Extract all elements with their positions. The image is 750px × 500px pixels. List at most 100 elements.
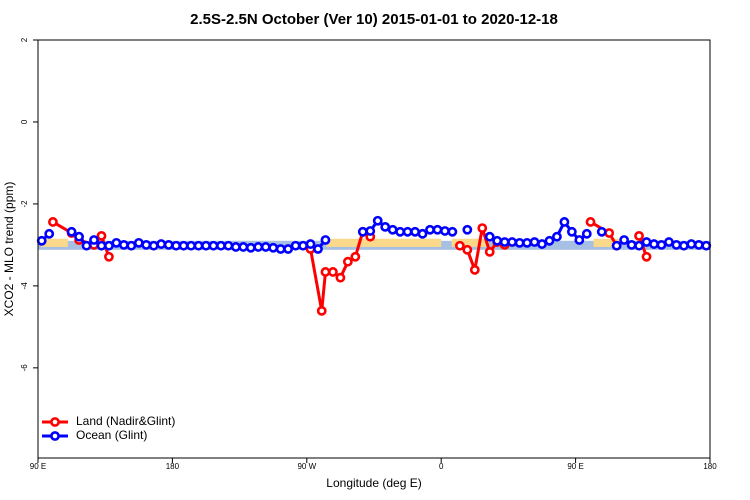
data-point — [298, 240, 308, 251]
data-point — [678, 240, 689, 251]
x-tick-label: 180 — [166, 462, 180, 471]
data-point — [492, 235, 503, 246]
data-point — [365, 226, 376, 236]
y-tick-label: -6 — [20, 364, 29, 372]
data-point — [581, 228, 592, 239]
data-point — [686, 239, 697, 249]
data-point — [171, 240, 182, 251]
data-point — [634, 230, 644, 241]
bands — [38, 238, 710, 250]
data-point — [522, 237, 532, 248]
data-point — [656, 240, 667, 250]
data-point — [574, 235, 585, 245]
data-point — [104, 240, 114, 251]
data-point — [585, 217, 596, 227]
y-tick-label: 2 — [20, 37, 29, 42]
data-point — [619, 235, 630, 245]
data-point — [238, 242, 249, 252]
data-point — [305, 239, 316, 249]
data-point — [316, 305, 327, 316]
data-point — [126, 240, 137, 251]
data-point — [529, 237, 540, 247]
band — [40, 238, 68, 247]
data-point — [48, 217, 58, 227]
data-point — [544, 235, 555, 246]
band — [593, 238, 621, 247]
data-point — [275, 244, 286, 254]
data-point — [402, 226, 413, 237]
data-point — [410, 226, 420, 237]
data-point — [148, 240, 159, 251]
legend-marker — [50, 417, 60, 427]
data-point — [111, 237, 122, 248]
data-point — [89, 235, 99, 245]
data-point — [641, 251, 652, 262]
data-point — [320, 235, 331, 245]
data-point — [425, 224, 435, 235]
data-point — [417, 228, 428, 239]
data-point — [193, 240, 204, 251]
data-point — [559, 217, 570, 227]
data-point — [335, 272, 346, 283]
data-point — [66, 226, 77, 237]
data-point — [566, 226, 577, 237]
x-tick-label: 180 — [703, 462, 717, 471]
data-point — [477, 223, 488, 233]
chart-title: 2.5S-2.5N October (Ver 10) 2015-01-01 to… — [190, 11, 558, 28]
data-point — [596, 226, 607, 237]
data-point — [440, 226, 450, 236]
data-point — [357, 226, 368, 237]
data-point — [156, 239, 167, 249]
data-point — [118, 240, 129, 250]
data-point — [671, 240, 682, 250]
data-point — [469, 264, 480, 275]
y-axis-label: XCO2 - MLO trend (ppm) — [2, 182, 16, 317]
data-point — [178, 240, 189, 251]
plot — [36, 215, 712, 316]
data-point — [96, 230, 107, 241]
band — [326, 238, 442, 247]
data-point — [268, 242, 279, 253]
data-point — [693, 240, 704, 250]
data-point — [604, 228, 615, 238]
data-point — [372, 215, 383, 226]
data-point — [649, 239, 659, 249]
y-tick-label: 0 — [20, 119, 29, 124]
data-point — [313, 244, 323, 254]
data-point — [201, 240, 211, 251]
data-point — [462, 224, 473, 235]
data-point — [350, 251, 361, 262]
x-tick-label: 90 W — [297, 462, 316, 471]
data-point — [245, 242, 256, 253]
data-point — [626, 240, 637, 250]
legend-label: Ocean (Glint) — [76, 428, 147, 442]
data-point — [395, 226, 406, 237]
data-point — [701, 240, 712, 251]
x-axis-label: Longitude (deg E) — [326, 476, 421, 490]
data-point — [507, 237, 518, 247]
data-point — [664, 237, 674, 247]
data-point — [611, 240, 622, 251]
plot-frame — [37, 39, 711, 459]
data-point — [387, 224, 398, 235]
data-point — [81, 240, 92, 251]
data-point — [104, 251, 114, 262]
data-point — [484, 231, 495, 242]
data-point — [216, 240, 226, 251]
data-point — [283, 244, 294, 254]
data-point — [499, 237, 510, 247]
y-tick-label: -2 — [20, 200, 29, 208]
data-point — [634, 240, 644, 251]
data-point — [163, 240, 174, 250]
data-point — [462, 244, 473, 255]
legend-marker — [50, 431, 60, 441]
data-point — [133, 237, 144, 248]
data-point — [380, 221, 391, 232]
data-point — [208, 240, 219, 251]
data-point — [484, 246, 495, 257]
x-tick-label: 90 E — [30, 462, 46, 471]
data-point — [641, 237, 652, 247]
data-point — [74, 231, 84, 242]
data-point — [432, 224, 443, 235]
